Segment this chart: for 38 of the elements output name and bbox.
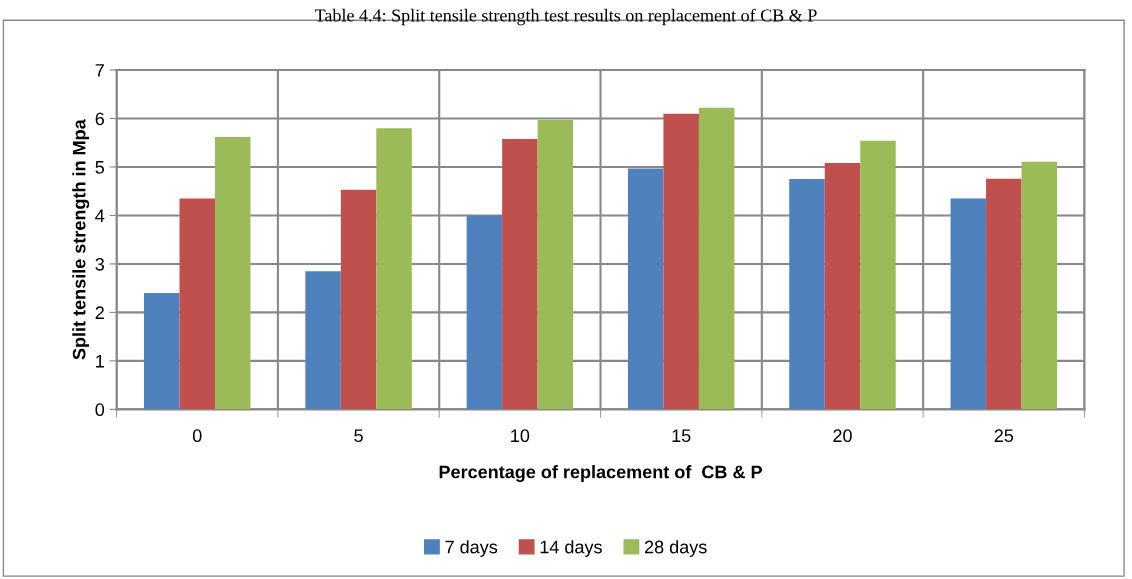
x-tick-label: 25 (994, 429, 1014, 443)
y-tick-label: 4 (95, 209, 105, 223)
bar (1021, 161, 1058, 410)
bar (663, 113, 699, 410)
bar (537, 119, 574, 410)
y-tick-label: 1 (96, 355, 104, 368)
x-tick-label: 15 (672, 429, 691, 443)
bar (340, 189, 377, 410)
bar (144, 293, 180, 410)
bar (215, 136, 251, 410)
bar (698, 107, 735, 410)
y-tick-label: 3 (95, 257, 104, 271)
y-tick-label: 0 (95, 403, 105, 417)
legend-label: 28 days (644, 540, 707, 557)
bar (627, 168, 664, 410)
x-axis-title: Percentage of replacement of CB & P (439, 465, 762, 482)
bar (466, 215, 503, 410)
bar (305, 271, 341, 410)
x-tick-label: 5 (354, 429, 363, 443)
bar (376, 128, 412, 410)
x-tick-label: 20 (833, 429, 852, 443)
bar (950, 198, 987, 410)
bar (789, 179, 825, 410)
y-tick-label: 7 (95, 64, 104, 77)
y-axis-title: Split tensile strength in Mpa (72, 119, 90, 360)
y-tick-label: 5 (95, 161, 105, 174)
legend-label: 14 days (540, 540, 602, 557)
y-tick-label: 6 (95, 112, 104, 126)
bar (179, 198, 215, 410)
bar (502, 138, 538, 410)
bar (860, 140, 896, 410)
x-tick-label: 0 (192, 429, 202, 443)
y-tick-label: 2 (95, 306, 104, 319)
chart-title: Table 4.4: Split tensile strength test results on replacement of CB & P (314, 8, 817, 26)
legend-label: 7 days (445, 540, 498, 557)
x-tick-label: 10 (511, 429, 530, 443)
bar (824, 163, 861, 410)
bar (986, 178, 1022, 410)
